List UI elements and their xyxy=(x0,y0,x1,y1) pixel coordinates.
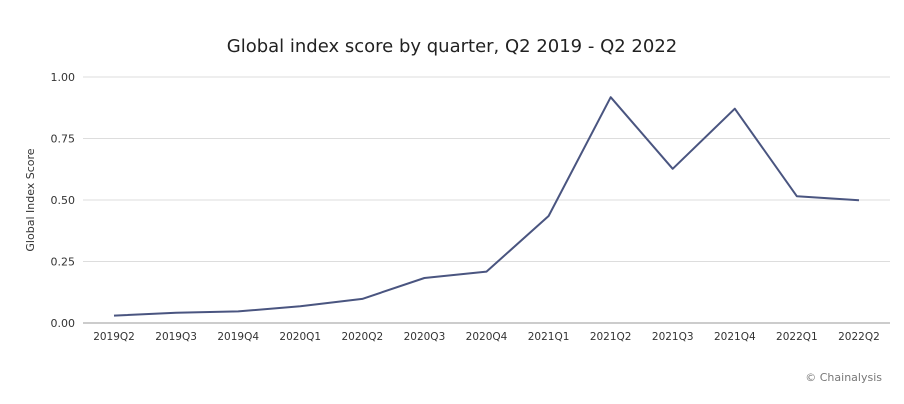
grid-lines xyxy=(83,76,890,324)
x-tick-label: 2020Q1 xyxy=(279,331,321,343)
x-tick-label: 2020Q3 xyxy=(404,331,446,343)
y-tick-label: 0.75 xyxy=(51,133,76,146)
x-tick-label: 2021Q1 xyxy=(528,331,570,343)
chainalysis-credit: © Chainalysis xyxy=(805,371,882,384)
x-tick-label: 2022Q2 xyxy=(838,331,880,343)
chart-title: Global index score by quarter, Q2 2019 -… xyxy=(226,36,678,57)
x-tick-label: 2021Q3 xyxy=(652,331,694,343)
y-tick-label: 0.00 xyxy=(51,317,76,330)
x-tick-label: 2019Q3 xyxy=(155,331,197,343)
y-tick-label: 1.00 xyxy=(51,71,76,84)
series-layer xyxy=(113,96,860,317)
x-tick-label: 2020Q2 xyxy=(342,331,384,343)
y-tick-labels: 0.00 0.25 0.50 0.75 1.00 xyxy=(51,71,76,330)
x-tick-labels: 2019Q2 2019Q3 2019Q4 2020Q1 2020Q2 2020Q3 2020… xyxy=(93,331,880,343)
x-tick-label: 2022Q1 xyxy=(776,331,818,343)
x-tick-label: 2019Q2 xyxy=(93,331,135,343)
x-tick-label: 2019Q4 xyxy=(217,331,259,343)
y-axis-label: Global Index Score xyxy=(24,148,37,251)
y-tick-label: 0.25 xyxy=(51,256,76,269)
x-tick-label: 2021Q4 xyxy=(714,331,756,343)
series-line xyxy=(113,96,860,317)
x-tick-label: 2021Q2 xyxy=(590,331,632,343)
x-tick-label: 2020Q4 xyxy=(466,331,508,343)
y-tick-label: 0.50 xyxy=(51,194,76,207)
